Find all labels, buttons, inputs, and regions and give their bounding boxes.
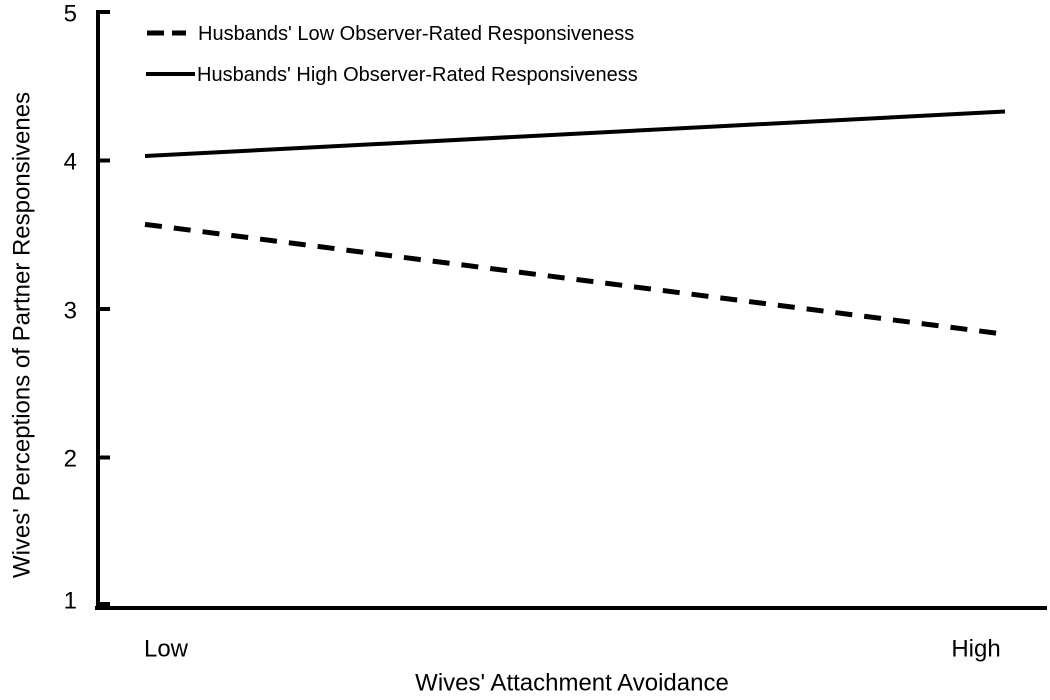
y-axis-title: Wives' Perceptions of Partner Responsive… (8, 92, 35, 578)
legend: Husbands' Low Observer-Rated Responsiven… (146, 23, 638, 86)
x-tick-label-low: Low (144, 635, 189, 662)
legend-label-high-responsiveness: Husbands' High Observer-Rated Responsive… (197, 64, 638, 86)
series-line-husbands-low-responsiveness (144, 221, 1006, 337)
y-tick-label-1: 1 (64, 587, 77, 614)
y-tick-label-5: 5 (64, 0, 77, 27)
x-tick-label-high: High (951, 635, 1000, 662)
legend-label-low-responsiveness: Husbands' Low Observer-Rated Responsiven… (198, 23, 634, 45)
y-tick-label-2: 2 (64, 445, 77, 472)
x-axis: Low High (95, 606, 1047, 662)
y-axis: 5 4 3 2 1 (64, 0, 110, 614)
plot-series (144, 109, 1006, 337)
x-axis-title: Wives' Attachment Avoidance (415, 669, 729, 695)
series-line-husbands-high-responsiveness (144, 109, 1006, 159)
y-tick-label-4: 4 (64, 148, 77, 175)
y-tick-label-3: 3 (64, 297, 77, 324)
